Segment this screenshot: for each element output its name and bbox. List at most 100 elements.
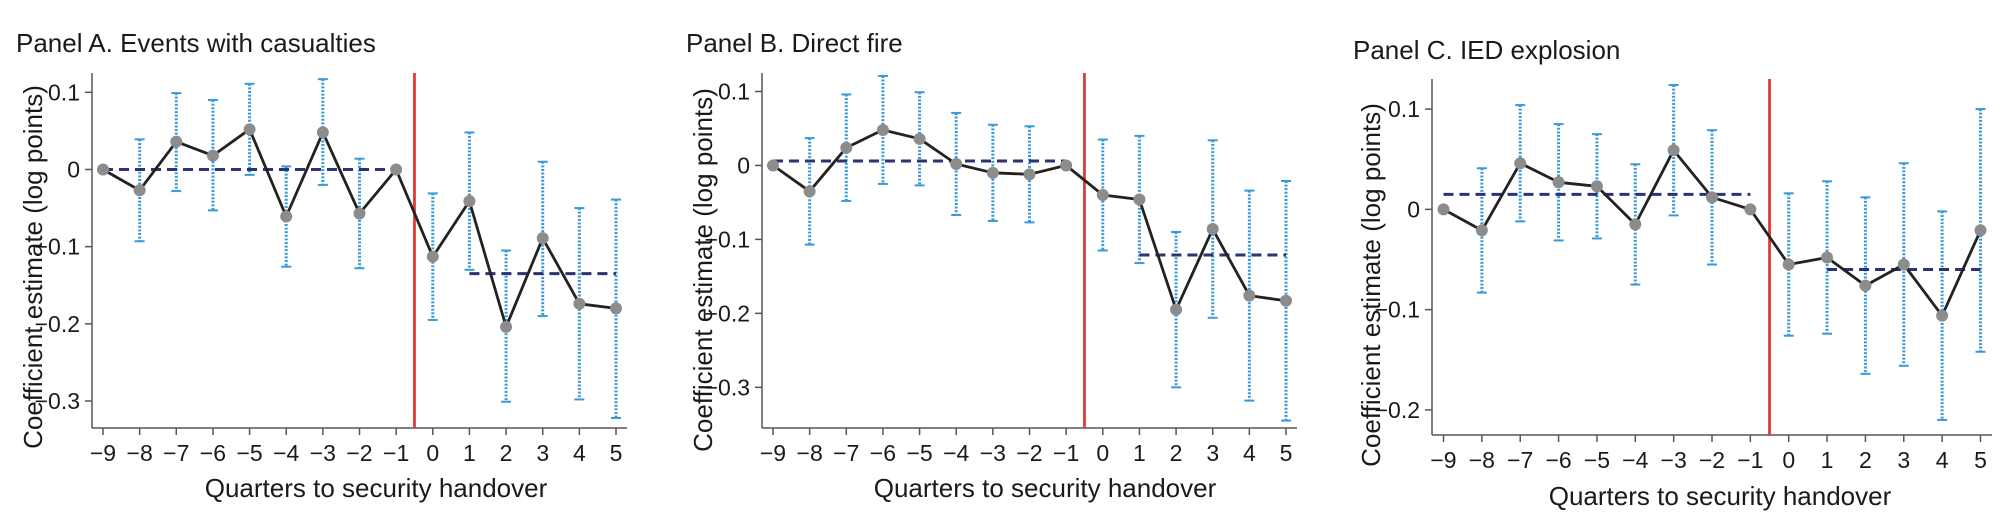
panel-a: Panel A. Events with casualties Coeffici… <box>16 28 627 503</box>
panel-a-data-point <box>426 250 439 263</box>
panel-b-plot-area: 0.10−0.1−0.2−0.3−9 −8 −7 −6 −5 −4 −3 −2 −1 0 1 2 3 4 5 <box>705 73 1297 466</box>
panel-c-data-point <box>1629 218 1642 231</box>
panel-b-data-point <box>986 166 999 179</box>
panel-b-data-point <box>1133 193 1146 206</box>
panel-a-data-point <box>206 149 219 162</box>
panel-c-x-tick-label: −8 <box>1469 447 1495 473</box>
panel-a-data-point <box>316 126 329 139</box>
panel-b-x-tick-label: 1 <box>1133 440 1146 466</box>
panel-c-y-tick-label: 0 <box>1407 196 1420 222</box>
panel-c-y-axis-label: Coefficient estimate (log points) <box>1356 103 1386 467</box>
panel-c-plot-area: 0.10−0.1−0.2−9 −8 −7 −6 −5 −4 −3 −2 −1 0 1 2 3 4 5 <box>1375 79 1992 473</box>
panel-a-x-tick-label: 5 <box>610 440 623 466</box>
panel-b-x-tick-label: −8 <box>797 440 823 466</box>
panel-c-x-tick-label: −7 <box>1507 447 1533 473</box>
panel-b-data-point <box>1280 294 1293 307</box>
panel-a-x-tick-label: −6 <box>200 440 226 466</box>
panel-b-data-point <box>913 132 926 145</box>
panel-b-y-tick-label: 0.1 <box>718 78 750 104</box>
panel-a-x-tick-label: −3 <box>310 440 336 466</box>
panel-a-data-point <box>536 232 549 245</box>
panel-a-x-tick-label: −8 <box>127 440 153 466</box>
panel-b-title: Panel B. Direct fire <box>686 28 903 58</box>
panel-b-y-tick-label: −0.2 <box>705 300 750 326</box>
panel-c-x-tick-label: 1 <box>1821 447 1834 473</box>
panel-c-data-point <box>1437 203 1450 216</box>
panel-b-data-point <box>950 157 963 170</box>
panel-c-data-point <box>1514 157 1527 170</box>
panel-b-x-tick-label: 3 <box>1206 440 1219 466</box>
panel-b-y-tick-label: −0.1 <box>705 226 750 252</box>
panel-c-y-tick-label: −0.2 <box>1375 397 1420 423</box>
panel-a-x-tick-label: −2 <box>346 440 372 466</box>
panel-a-x-tick-label: −1 <box>383 440 409 466</box>
panel-c-data-point <box>1897 258 1910 271</box>
panel-a-data-point <box>390 163 403 176</box>
panel-a-data-point <box>353 207 366 220</box>
panel-a-x-tick-label: −9 <box>90 440 116 466</box>
panel-b-x-tick-label: −1 <box>1053 440 1079 466</box>
panel-c-data-point <box>1744 203 1757 216</box>
panel-b-x-tick-label: 0 <box>1096 440 1109 466</box>
panel-c-y-tick-label: 0.1 <box>1388 96 1420 122</box>
panel-a-y-tick-label: −0.3 <box>35 388 80 414</box>
panel-a-x-tick-label: 2 <box>500 440 513 466</box>
panel-a-x-tick-label: 3 <box>536 440 549 466</box>
panel-a-data-point <box>463 195 476 208</box>
panel-b-x-axis-label: Quarters to security handover <box>874 473 1217 503</box>
panel-c-data-point <box>1936 309 1949 322</box>
panel-b-x-tick-label: 5 <box>1280 440 1293 466</box>
panel-c-data-point <box>1552 176 1565 189</box>
panel-c-data-point <box>1706 191 1718 204</box>
panel-a-data-point <box>243 123 256 136</box>
panel-b-data-point <box>1023 168 1036 181</box>
panel-b-x-tick-label: −7 <box>833 440 859 466</box>
panel-a-x-tick-label: 1 <box>463 440 476 466</box>
panel-c-x-tick-label: −6 <box>1545 447 1571 473</box>
panel-b-y-tick-label: 0 <box>737 152 750 178</box>
panel-b-x-tick-label: −6 <box>870 440 896 466</box>
panel-a-data-point <box>610 302 623 315</box>
panel-b-x-tick-label: −5 <box>906 440 932 466</box>
panel-b-x-tick-label: −9 <box>760 440 786 466</box>
panel-b-x-tick-label: 4 <box>1243 440 1256 466</box>
panel-b-y-axis-label: Coefficient estimate (log points) <box>688 88 718 452</box>
panel-a-y-tick-label: 0 <box>67 156 80 182</box>
panel-a-data-point <box>170 135 183 148</box>
panel-a-data-point <box>573 297 586 310</box>
panel-c-x-axis-label: Quarters to security handover <box>1549 481 1892 511</box>
panel-a-x-axis-label: Quarters to security handover <box>205 473 548 503</box>
panel-c-x-tick-label: −2 <box>1699 447 1725 473</box>
panel-b-data-point <box>766 159 779 172</box>
panel-a-title: Panel A. Events with casualties <box>16 28 376 58</box>
panel-c-x-tick-label: −9 <box>1430 447 1456 473</box>
panel-b-data-point <box>1096 189 1109 202</box>
panel-b-data-point <box>876 123 889 136</box>
panel-a-x-tick-label: −5 <box>236 440 262 466</box>
panel-b-data-point <box>1170 303 1183 316</box>
panel-a-data-point <box>96 163 109 176</box>
panel-a-x-tick-label: −7 <box>163 440 189 466</box>
panel-a-x-tick-label: 0 <box>426 440 439 466</box>
panel-a-x-tick-label: −4 <box>273 440 299 466</box>
panel-b-data-point <box>803 185 816 198</box>
panel-a-x-tick-label: 4 <box>573 440 586 466</box>
panel-c-x-tick-label: 3 <box>1897 447 1910 473</box>
panel-b-data-point <box>1206 223 1219 236</box>
panel-c-x-tick-label: −5 <box>1584 447 1610 473</box>
panel-c-x-tick-label: −4 <box>1622 447 1648 473</box>
panel-c-y-tick-label: −0.1 <box>1375 297 1420 323</box>
panel-b-x-tick-label: −3 <box>980 440 1006 466</box>
panel-b-x-tick-label: −4 <box>943 440 969 466</box>
panel-c-x-tick-label: 4 <box>1936 447 1949 473</box>
panel-b-x-tick-label: 2 <box>1170 440 1183 466</box>
panel-a-data-point <box>280 210 293 223</box>
panel-c: Panel C. IED explosion Coefficient estim… <box>1353 35 1992 511</box>
panel-a-data-point <box>133 184 146 197</box>
panel-c-data-point <box>1590 180 1603 193</box>
panel-a-data-point <box>500 320 513 333</box>
panel-c-data-point <box>1782 258 1795 271</box>
panel-c-data-point <box>1859 279 1872 292</box>
panel-c-x-tick-label: 0 <box>1782 447 1795 473</box>
